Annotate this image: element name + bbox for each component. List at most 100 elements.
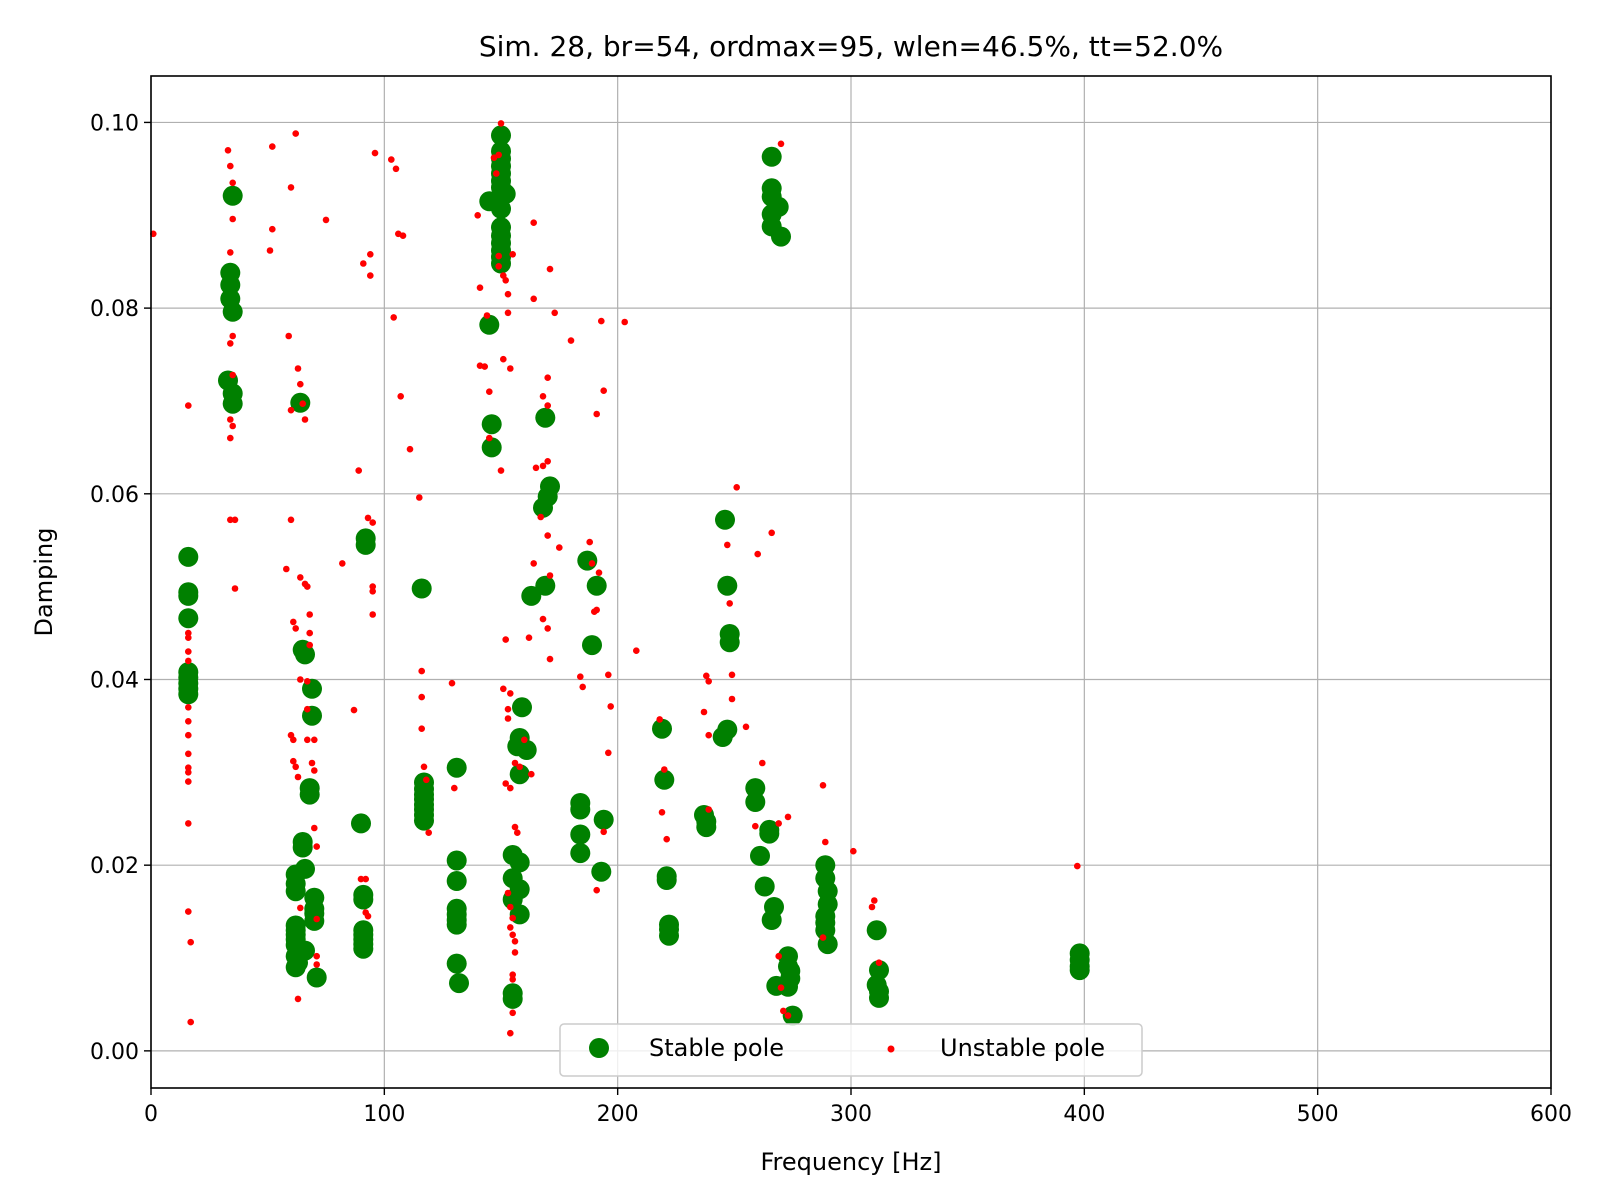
unstable-pole-point bbox=[304, 583, 311, 590]
unstable-pole-point bbox=[287, 184, 295, 191]
legend-unstable-marker bbox=[887, 1045, 895, 1053]
stable-pole-point bbox=[479, 314, 500, 335]
stable-pole-point bbox=[446, 914, 467, 935]
unstable-pole-point bbox=[313, 952, 321, 960]
stable-pole-point bbox=[866, 920, 887, 941]
unstable-pole-point bbox=[185, 764, 192, 771]
stable-pole-point bbox=[535, 575, 556, 596]
legend-stable-label: Stable pole bbox=[649, 1034, 784, 1062]
unstable-pole-point bbox=[364, 912, 372, 920]
unstable-pole-point bbox=[705, 678, 712, 685]
unstable-pole-point bbox=[507, 784, 514, 792]
y-tick-label: 0.04 bbox=[90, 668, 139, 693]
x-axis-title: Frequency [Hz] bbox=[761, 1148, 942, 1176]
unstable-pole-point bbox=[593, 410, 600, 418]
unstable-pole-point bbox=[784, 813, 792, 821]
unstable-pole-point bbox=[399, 232, 407, 239]
unstable-pole-point bbox=[588, 560, 596, 567]
stable-pole-point bbox=[696, 817, 717, 838]
unstable-pole-point bbox=[369, 611, 377, 618]
unstable-pole-point bbox=[539, 615, 547, 623]
stable-pole-point bbox=[491, 125, 511, 146]
unstable-pole-point bbox=[229, 179, 236, 187]
stable-pole-point bbox=[446, 871, 467, 891]
unstable-pole-point bbox=[367, 251, 374, 258]
unstable-pole-point bbox=[311, 824, 318, 832]
unstable-pole-point bbox=[231, 516, 239, 524]
unstable-pole-point bbox=[728, 695, 736, 703]
stable-pole-point bbox=[745, 778, 766, 799]
stable-pole-point bbox=[516, 740, 537, 760]
unstable-pole-point bbox=[705, 731, 712, 739]
unstable-pole-point bbox=[504, 309, 512, 317]
unstable-pole-point bbox=[600, 828, 607, 836]
stable-pole-point bbox=[353, 889, 374, 910]
stable-pole-point bbox=[570, 799, 591, 820]
unstable-pole-point bbox=[658, 809, 666, 816]
y-tick-label: 0.02 bbox=[90, 854, 139, 879]
unstable-pole-point bbox=[777, 984, 785, 991]
unstable-pole-point bbox=[579, 683, 586, 691]
y-tick-label: 0.06 bbox=[90, 483, 139, 508]
unstable-pole-point bbox=[539, 393, 547, 400]
unstable-pole-point bbox=[304, 736, 311, 744]
x-tick-label: 100 bbox=[363, 1102, 405, 1127]
stable-pole-point bbox=[222, 393, 243, 414]
stable-pole-point bbox=[178, 585, 199, 606]
unstable-pole-point bbox=[418, 725, 426, 732]
unstable-pole-point bbox=[294, 365, 302, 372]
stable-pole-point bbox=[582, 635, 602, 656]
unstable-pole-point bbox=[500, 355, 507, 363]
stable-pole-point bbox=[577, 550, 598, 571]
y-tick-label: 0.00 bbox=[90, 1040, 139, 1065]
unstable-pole-point bbox=[819, 934, 827, 941]
unstable-pole-point bbox=[1074, 862, 1081, 870]
unstable-pole-point bbox=[229, 215, 236, 223]
unstable-pole-point bbox=[497, 467, 505, 474]
unstable-pole-point bbox=[509, 914, 516, 922]
unstable-pole-point bbox=[292, 130, 300, 137]
unstable-pole-point bbox=[371, 149, 379, 157]
unstable-pole-point bbox=[297, 380, 304, 388]
unstable-pole-point bbox=[185, 778, 192, 785]
unstable-pole-point bbox=[868, 903, 876, 911]
unstable-pole-point bbox=[511, 823, 519, 831]
stable-pole-point bbox=[759, 823, 780, 844]
stable-pole-point bbox=[220, 274, 241, 295]
unstable-pole-point bbox=[621, 318, 628, 326]
unstable-pole-point bbox=[294, 773, 302, 781]
unstable-pole-point bbox=[224, 147, 232, 154]
unstable-pole-point bbox=[544, 532, 551, 539]
unstable-pole-point bbox=[537, 513, 544, 521]
unstable-pole-point bbox=[308, 759, 316, 767]
unstable-pole-point bbox=[546, 265, 554, 273]
unstable-pole-point bbox=[311, 736, 318, 744]
legend-unstable-label: Unstable pole bbox=[940, 1034, 1105, 1062]
unstable-pole-point bbox=[754, 550, 761, 558]
stable-pole-point bbox=[285, 957, 306, 978]
stable-pole-point bbox=[414, 810, 434, 831]
unstable-pole-point bbox=[229, 371, 236, 379]
legend-stable-marker bbox=[589, 1038, 609, 1058]
stable-pole-point bbox=[355, 534, 376, 555]
unstable-pole-point bbox=[504, 889, 512, 897]
unstable-pole-point bbox=[185, 750, 192, 758]
unstable-pole-point bbox=[871, 897, 878, 904]
unstable-pole-point bbox=[507, 903, 514, 911]
unstable-pole-point bbox=[185, 648, 192, 655]
unstable-pole-point bbox=[425, 829, 433, 836]
unstable-pole-point bbox=[311, 767, 318, 774]
stable-pole-point bbox=[654, 769, 675, 790]
unstable-pole-point bbox=[511, 949, 519, 956]
unstable-pole-point bbox=[364, 514, 372, 522]
unstable-pole-point bbox=[495, 151, 503, 159]
stable-pole-point bbox=[719, 632, 740, 653]
stable-pole-point bbox=[178, 608, 199, 629]
unstable-pole-point bbox=[532, 464, 540, 472]
unstable-pole-point bbox=[595, 569, 603, 576]
unstable-pole-point bbox=[185, 629, 192, 637]
stable-pole-point bbox=[521, 585, 542, 606]
unstable-pole-point bbox=[633, 647, 640, 654]
unstable-pole-point bbox=[266, 247, 274, 254]
